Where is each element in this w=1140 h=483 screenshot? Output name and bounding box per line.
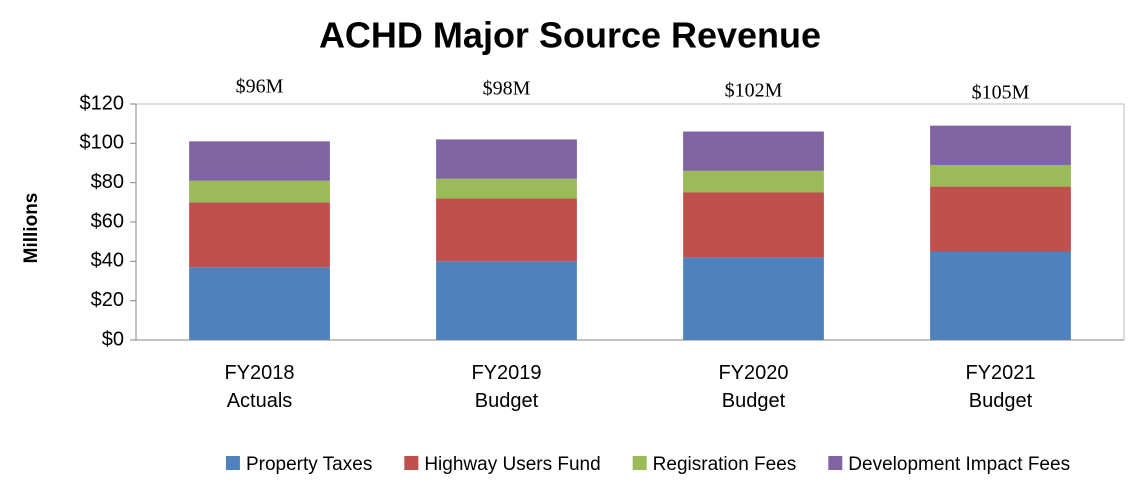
bar-segment <box>930 125 1071 165</box>
bar-segment <box>930 164 1071 187</box>
y-tick-label: $100 <box>80 132 125 154</box>
legend-swatch <box>632 456 647 470</box>
legend-swatch <box>225 456 240 470</box>
bar-segment <box>683 257 824 340</box>
bar-segment <box>683 192 824 258</box>
bar-segment <box>189 202 330 268</box>
y-tick-label: $60 <box>91 210 124 232</box>
x-tick-label: FY2021 Budget <box>965 362 1035 412</box>
bar-segment <box>436 198 577 262</box>
total-label: $102M <box>725 80 783 102</box>
legend-swatch <box>404 456 419 470</box>
x-tick-label: FY2018 Actuals <box>224 362 294 412</box>
bar-segment <box>436 178 577 199</box>
legend-swatch <box>828 456 843 470</box>
bar-segment <box>930 251 1071 340</box>
x-tick-label: FY2020 Budget <box>718 362 788 412</box>
total-label: $96M <box>236 76 284 98</box>
legend-label: Development Impact Fees <box>848 454 1070 475</box>
total-label: $105M <box>972 82 1030 104</box>
bar-segment <box>930 186 1071 252</box>
bar-segment <box>436 139 577 179</box>
bar-segment <box>683 131 824 171</box>
y-tick-label: $20 <box>91 289 124 311</box>
bar-segment <box>189 267 330 340</box>
y-tick-label: $120 <box>80 92 125 114</box>
bar-segment <box>189 141 330 181</box>
legend-label: Highway Users Fund <box>424 454 600 475</box>
y-tick-label: $0 <box>102 328 124 350</box>
chart-title: ACHD Major Source Revenue <box>319 15 821 56</box>
y-tick-label: $40 <box>91 250 124 272</box>
bar-segment <box>189 180 330 203</box>
y-tick-label: $80 <box>91 171 124 193</box>
bar-segment <box>683 170 824 193</box>
bar-segment <box>436 261 577 340</box>
legend-label: Regisration Fees <box>653 454 797 475</box>
total-label: $98M <box>483 78 531 100</box>
y-axis-label: Millions <box>21 193 42 264</box>
x-tick-label: FY2019 Budget <box>471 362 541 412</box>
legend-label: Property Taxes <box>246 454 372 475</box>
